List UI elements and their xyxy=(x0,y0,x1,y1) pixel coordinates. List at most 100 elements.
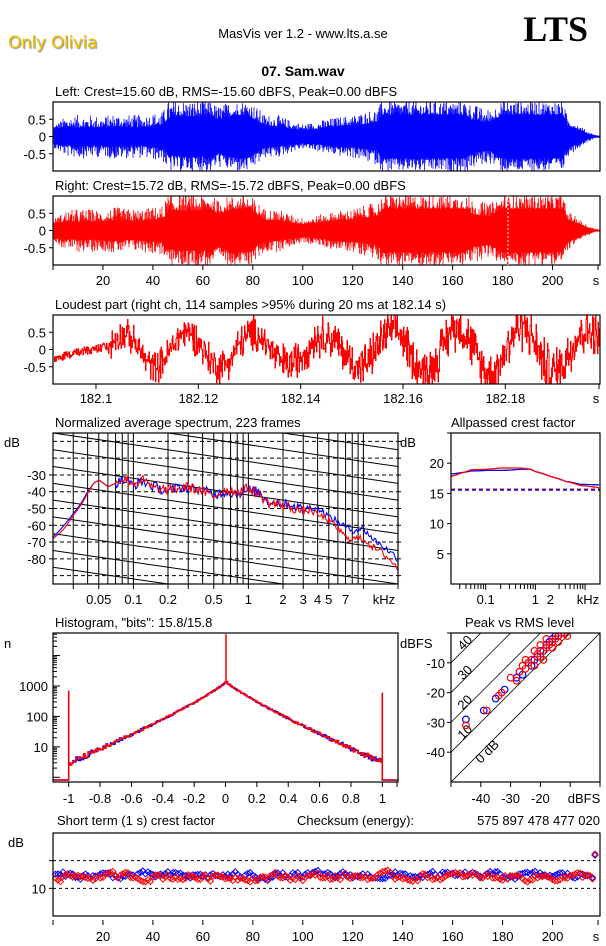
loudest-part-xtick-label: 182.1 xyxy=(80,391,113,406)
loudest-part-signal xyxy=(54,315,600,384)
spectrum-xtick-label: 0.2 xyxy=(159,592,177,607)
peak-vs-rms-diagonal-label: 30 xyxy=(454,662,475,683)
right-waveform-trace xyxy=(53,196,600,265)
spectrum-xtick-label: 1 xyxy=(245,592,252,607)
short-term-xtick-label: 200 xyxy=(542,929,564,944)
spectrum-slope-line xyxy=(53,516,398,568)
short-term-point-right xyxy=(573,868,582,877)
left-waveform-trace xyxy=(53,102,600,171)
peak-vs-rms-point xyxy=(521,655,530,664)
short-term-point-right xyxy=(139,877,147,886)
right-waveform-xtick-label: 160 xyxy=(442,273,464,288)
short-term-xtick-label: 160 xyxy=(442,929,464,944)
peak-vs-rms-title: Peak vs RMS level xyxy=(465,615,574,630)
short-term-point-left xyxy=(116,874,125,883)
spectrum-slope-line xyxy=(53,533,398,584)
histogram-series-left xyxy=(53,681,398,781)
short-term-point-right xyxy=(578,873,587,882)
peak-vs-rms-point xyxy=(527,655,536,664)
loudest-part-ytick-label: 0 xyxy=(39,343,46,358)
spectrum-xlabel: kHz xyxy=(373,592,395,607)
peak-vs-rms-diagonal xyxy=(451,633,512,693)
loudest-part-xtick-label: 182.12 xyxy=(178,391,218,406)
short-term-point-right xyxy=(269,870,277,879)
spectrum-xtick-label: 5 xyxy=(325,592,332,607)
spectrum-xtick-label: 0.05 xyxy=(86,592,111,607)
histogram-xtick-label: -1 xyxy=(63,791,75,806)
left-waveform-title: Left: Crest=15.60 dB, RMS=-15.60 dBFS, P… xyxy=(55,84,397,99)
short-term-xtick-label: 20 xyxy=(96,929,110,944)
histogram-xtick-label: 0 xyxy=(222,791,229,806)
spectrum-ytick-label: -70 xyxy=(27,535,46,550)
peak-vs-rms-point xyxy=(462,715,470,724)
short-term-point-right xyxy=(453,869,462,878)
peak-vs-rms-diagonal xyxy=(451,633,571,753)
short-term-point-right xyxy=(79,873,87,881)
peak-vs-rms-point xyxy=(512,673,521,682)
right-waveform-ytick-label: 0.5 xyxy=(28,206,46,221)
spectrum-ytick-label: -40 xyxy=(27,485,46,500)
right-waveform-signal xyxy=(53,196,600,265)
loudest-part-xtick-label: 182.16 xyxy=(383,391,423,406)
histogram-xtick-label: 0.2 xyxy=(248,791,266,806)
short-term-point-right xyxy=(59,872,67,881)
spectrum-title: Normalized average spectrum, 223 frames xyxy=(55,415,301,430)
short-term-point-right xyxy=(194,875,202,884)
short-term-point-right xyxy=(151,871,160,879)
short-term-xtick-label: 60 xyxy=(196,929,210,944)
short-term-point-right xyxy=(349,872,357,880)
short-term-point-right xyxy=(169,875,177,883)
short-term-point-right xyxy=(576,869,584,877)
short-term-point-right xyxy=(146,877,155,886)
short-term-point-right xyxy=(351,872,359,880)
spectrum-xtick-label: 3 xyxy=(300,592,307,607)
left-waveform-ytick-label: 0 xyxy=(39,130,46,145)
short-term-point-right xyxy=(438,874,447,883)
right-waveform-ytick-label: -0.5 xyxy=(24,241,46,256)
right-waveform-xtick-label: 140 xyxy=(392,273,414,288)
short-term-point-right xyxy=(491,874,499,882)
short-term-point-right xyxy=(376,869,384,877)
spectrum-series-right xyxy=(53,474,398,571)
short-term-point-right xyxy=(121,868,130,877)
short-term-point-left xyxy=(588,873,597,882)
short-term-point-right xyxy=(84,874,92,883)
peak-vs-rms-point xyxy=(530,646,539,655)
right-waveform-xtick-label: 20 xyxy=(96,273,110,288)
histogram-xtick-label: -0.4 xyxy=(152,791,174,806)
short-term-point-left xyxy=(296,872,304,880)
peak-vs-rms-point xyxy=(506,673,515,682)
right-waveform-xtick-label: 40 xyxy=(146,273,160,288)
short-term-point-right xyxy=(476,874,484,882)
peak-vs-rms-ytick-label: -30 xyxy=(426,715,445,730)
peak-vs-rms-point xyxy=(462,721,470,730)
short-term-point-right xyxy=(523,878,532,886)
peak-vs-rms-point xyxy=(530,661,539,670)
short-term-point-right xyxy=(224,874,232,882)
peak-vs-rms-diagonal-label: 20 xyxy=(454,692,475,713)
spectrum-xtick-label: 7 xyxy=(342,592,349,607)
loudest-part-xlabel: s xyxy=(593,391,600,406)
short-term-point-right xyxy=(588,875,597,883)
spectrum-grid xyxy=(53,433,398,584)
peak-vs-rms-diagonal xyxy=(451,633,600,782)
allpassed-ytick-label: 15 xyxy=(430,486,444,501)
peak-vs-rms-ytick-label: -20 xyxy=(426,686,445,701)
short-term-point-right xyxy=(463,871,472,879)
short-term-point-right xyxy=(561,874,569,882)
short-term-point-right xyxy=(106,868,115,876)
peak-vs-rms-point xyxy=(536,641,545,649)
short-term-point-right xyxy=(206,877,215,885)
loudest-part-xtick-label: 182.14 xyxy=(281,391,321,406)
right-waveform-xtick-label: 100 xyxy=(292,273,314,288)
short-term-point-right xyxy=(468,871,477,879)
short-term-point-right xyxy=(319,874,327,882)
short-term-point-right xyxy=(398,875,407,883)
peak-vs-rms-diagonal-label: 40 xyxy=(454,632,475,653)
short-term-point-right xyxy=(89,876,97,884)
short-term-point-right xyxy=(568,871,577,879)
allpassed-xtick-label: 0.1 xyxy=(477,592,495,607)
short-term-xtick-label: 100 xyxy=(292,929,314,944)
short-term-point-left xyxy=(591,851,599,859)
